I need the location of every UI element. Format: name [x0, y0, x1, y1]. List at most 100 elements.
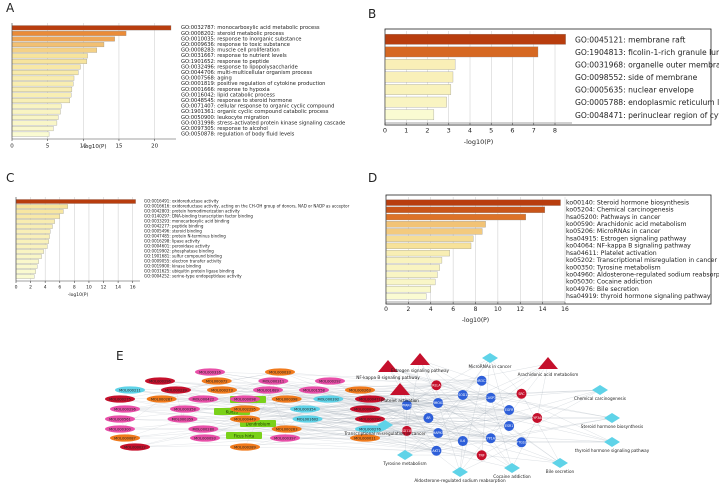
gene-node — [532, 413, 543, 423]
bar — [11, 30, 127, 36]
molecule-label: MOL000098 — [234, 397, 256, 401]
category-label: GO:0032787: monocarboxylic acid metaboli… — [181, 25, 320, 31]
gene-node — [516, 437, 527, 448]
bar — [15, 224, 53, 229]
gene-label: TNF — [478, 453, 485, 457]
network-edge — [221, 389, 371, 420]
bar — [11, 92, 72, 98]
network-edge — [406, 404, 561, 464]
network-edge — [537, 363, 549, 419]
molecule-label: MOL000359 — [172, 417, 194, 421]
bar — [11, 70, 79, 76]
network-edge — [521, 389, 601, 394]
category-label: GO:0050900: leukocyte migration — [181, 115, 269, 121]
tick-label: 1 — [404, 127, 408, 135]
network-edge — [404, 425, 510, 456]
gene-node — [476, 375, 487, 386]
tick-label: 2 — [406, 306, 410, 313]
bar — [11, 47, 98, 53]
network-edge — [244, 446, 437, 451]
bar — [384, 46, 539, 58]
tick-label: 14 — [115, 285, 121, 291]
category-label: GO:0140297: DNA-binding transcription fa… — [144, 214, 253, 219]
tick-label: 5 — [489, 127, 493, 135]
chart-panel-a: GO:0032787: monocarboxylic acid metaboli… — [10, 23, 345, 150]
category-label: GO:0044706: multi-multicellular organism… — [181, 70, 312, 76]
network-panel-e: PachymaKudzuDendrobiumFicus hirtaMOL0003… — [105, 353, 650, 483]
network-edge — [509, 425, 561, 464]
herb-label: Ficus hirta — [234, 434, 255, 439]
tick-label: 16 — [561, 306, 569, 313]
gene-node — [485, 433, 496, 444]
network-edge — [436, 450, 513, 469]
network-edge — [119, 397, 491, 430]
tick-label: 0 — [15, 285, 18, 291]
category-label: GO:0001819: positive regulation of cytok… — [181, 81, 325, 87]
bar — [11, 86, 73, 92]
category-label: GO:0005635: nuclear envelope — [575, 86, 694, 95]
network-edge — [399, 389, 408, 431]
category-label: GO:0047485: protein N-terminus binding — [144, 234, 226, 239]
bar — [384, 109, 435, 121]
molecule-label: MOL000033 — [269, 370, 291, 374]
bar — [11, 120, 58, 126]
network-edge — [462, 389, 601, 396]
network-edge — [244, 397, 491, 410]
network-edge — [437, 402, 461, 473]
gene-label: CASP3 — [486, 396, 496, 400]
category-label: GO:0009636: response to toxic substance — [181, 42, 290, 48]
network-edge — [364, 408, 439, 434]
gene-node — [504, 404, 515, 415]
bar — [15, 234, 50, 239]
category-label: ko04064: NF-kappa B signaling pathway — [566, 243, 691, 250]
tick-label: 3 — [447, 127, 451, 135]
tick-label: 8 — [73, 285, 76, 291]
bar — [384, 84, 452, 95]
category-label: ko04960: Aldosterone-regulated sodium re… — [566, 272, 719, 279]
bar — [385, 249, 450, 257]
network-edge — [481, 380, 613, 443]
network-edge — [490, 397, 613, 419]
tick-label: 20 — [151, 144, 158, 150]
category-label: hsa04919: thyroid hormone signaling path… — [566, 293, 711, 300]
gene-label: CYP3A4 — [531, 416, 543, 420]
pathway-label: Estrogen signaling pathway — [391, 368, 450, 373]
category-label: GO:0071407: cellular response to organic… — [181, 104, 334, 110]
molecule-label: MOL000290 — [359, 417, 381, 421]
network-edge — [119, 398, 162, 430]
molecule-label: MOL000289 — [234, 445, 256, 449]
molecule-node — [105, 415, 135, 423]
gene-label: MAPK8 — [433, 431, 444, 435]
herb-label: Kudzu — [226, 410, 239, 415]
category-label: GO:0016042: lipid catabolic process — [181, 92, 275, 98]
network-edge — [124, 380, 331, 410]
bar — [385, 286, 431, 293]
molecule-node — [270, 434, 300, 442]
bar — [385, 242, 472, 250]
gene-node — [401, 400, 412, 411]
bar — [11, 126, 54, 132]
bar — [15, 249, 44, 254]
panel-label-b: B — [368, 7, 376, 21]
molecule-node — [315, 377, 345, 385]
category-label: GO:0098552: side of membrane — [575, 73, 698, 82]
network-edge — [119, 425, 510, 430]
bar — [15, 204, 68, 209]
bar — [11, 98, 70, 104]
network-edge — [267, 389, 287, 430]
molecule-label: MOL000561 — [109, 417, 131, 421]
network-edge — [462, 357, 491, 396]
pathway-label: Cocaine addiction — [493, 474, 531, 479]
molecule-node — [110, 405, 140, 413]
network-edge — [244, 408, 371, 420]
bar — [385, 228, 483, 235]
bar — [385, 199, 561, 206]
tick-label: 8 — [474, 306, 478, 313]
network-edge — [304, 408, 429, 419]
gene-label: PTGS2 — [516, 440, 526, 444]
network-edge — [459, 442, 522, 473]
molecule-node — [105, 425, 135, 433]
network-edge — [490, 363, 549, 398]
network-edge — [384, 397, 491, 426]
chart-panel-b: GO:0045121: membrane raft GO:1904813: fic… — [383, 28, 719, 146]
